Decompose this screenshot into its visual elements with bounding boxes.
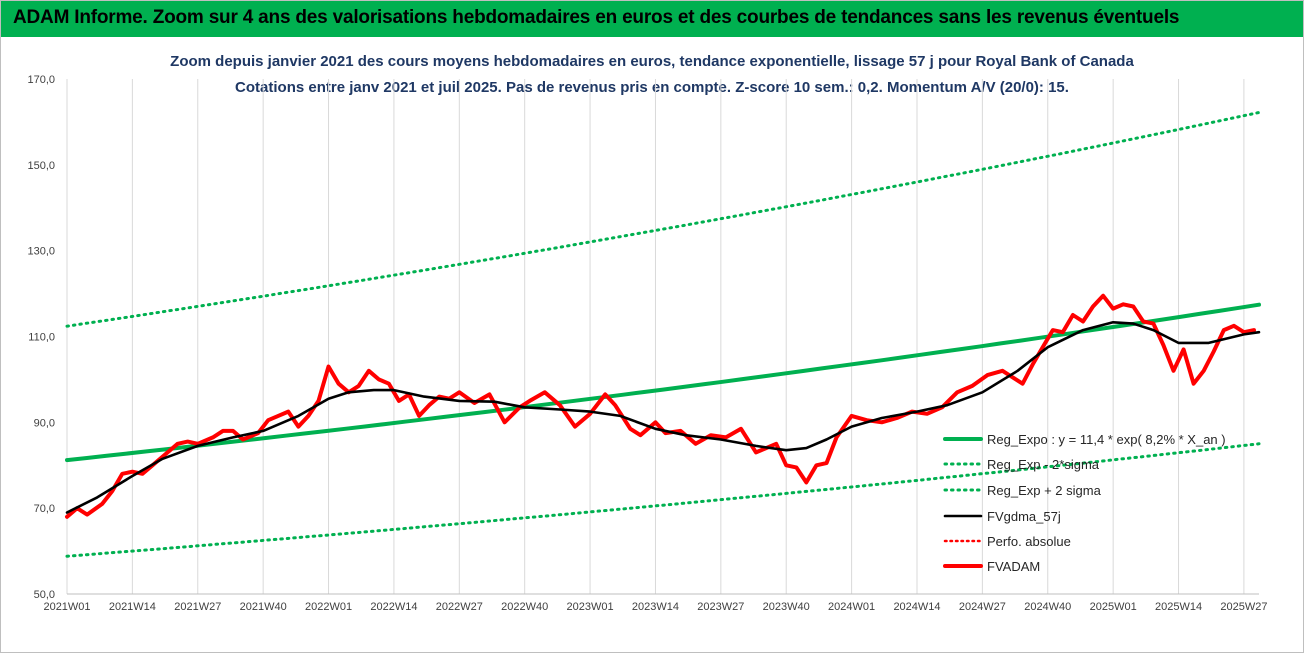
regression-line <box>65 302 1261 463</box>
x-tick-label: 2021W27 <box>174 601 221 613</box>
x-tick-label: 2025W27 <box>1220 601 1267 613</box>
legend-lower-band-label: Reg_Exp - 2*sigma <box>987 457 1100 472</box>
banner-title: ADAM Informe. Zoom sur 4 ans des valoris… <box>13 7 1180 28</box>
y-tick-label: 130,0 <box>27 246 55 258</box>
report-banner: ADAM Informe. Zoom sur 4 ans des valoris… <box>1 1 1303 37</box>
chart-title: Zoom depuis janvier 2021 des cours moyen… <box>170 53 1134 70</box>
y-tick-label: 110,0 <box>28 332 55 344</box>
y-tick-label: 170,0 <box>27 74 55 86</box>
x-tick-label: 2023W40 <box>763 601 810 613</box>
x-tick-label: 2025W01 <box>1090 601 1137 613</box>
y-tick-label: 70,0 <box>34 503 55 515</box>
lower-band-line <box>65 442 1261 558</box>
y-tick-label: 90,0 <box>34 417 55 429</box>
legend-upper-band-label: Reg_Exp + 2 sigma <box>987 483 1102 498</box>
legend-moving-average-label: FVgdma_57j <box>987 509 1061 524</box>
upper-band-line <box>65 111 1261 328</box>
x-tick-label: 2022W01 <box>305 601 352 613</box>
x-tick-label: 2022W27 <box>436 601 483 613</box>
x-tick-label: 2023W27 <box>697 601 744 613</box>
x-tick-label: 2021W40 <box>240 601 287 613</box>
x-tick-label: 2023W01 <box>567 601 614 613</box>
x-tick-label: 2021W01 <box>43 601 90 613</box>
y-tick-label: 150,0 <box>27 160 55 172</box>
x-tick-label: 2024W14 <box>893 601 940 613</box>
x-tick-label: 2022W14 <box>370 601 417 613</box>
x-tick-label: 2022W40 <box>501 601 548 613</box>
legend-regression-label: Reg_Expo : y = 11,4 * exp( 8,2% * X_an ) <box>987 432 1226 447</box>
moving-average-line <box>65 321 1261 514</box>
x-tick-label: 2025W14 <box>1155 601 1202 613</box>
y-tick-label: 50,0 <box>34 589 55 601</box>
chart-subtitle: Cotations entre janv 2021 et juil 2025. … <box>235 79 1069 96</box>
x-tick-label: 2021W14 <box>109 601 156 613</box>
x-tick-label: 2024W40 <box>1024 601 1071 613</box>
x-tick-label: 2024W01 <box>828 601 875 613</box>
legend-price-label: FVADAM <box>987 559 1040 574</box>
legend-perfo-absolue-label: Perfo. absolue <box>987 534 1071 549</box>
x-tick-label: 2023W14 <box>632 601 679 613</box>
x-tick-label: 2024W27 <box>959 601 1006 613</box>
